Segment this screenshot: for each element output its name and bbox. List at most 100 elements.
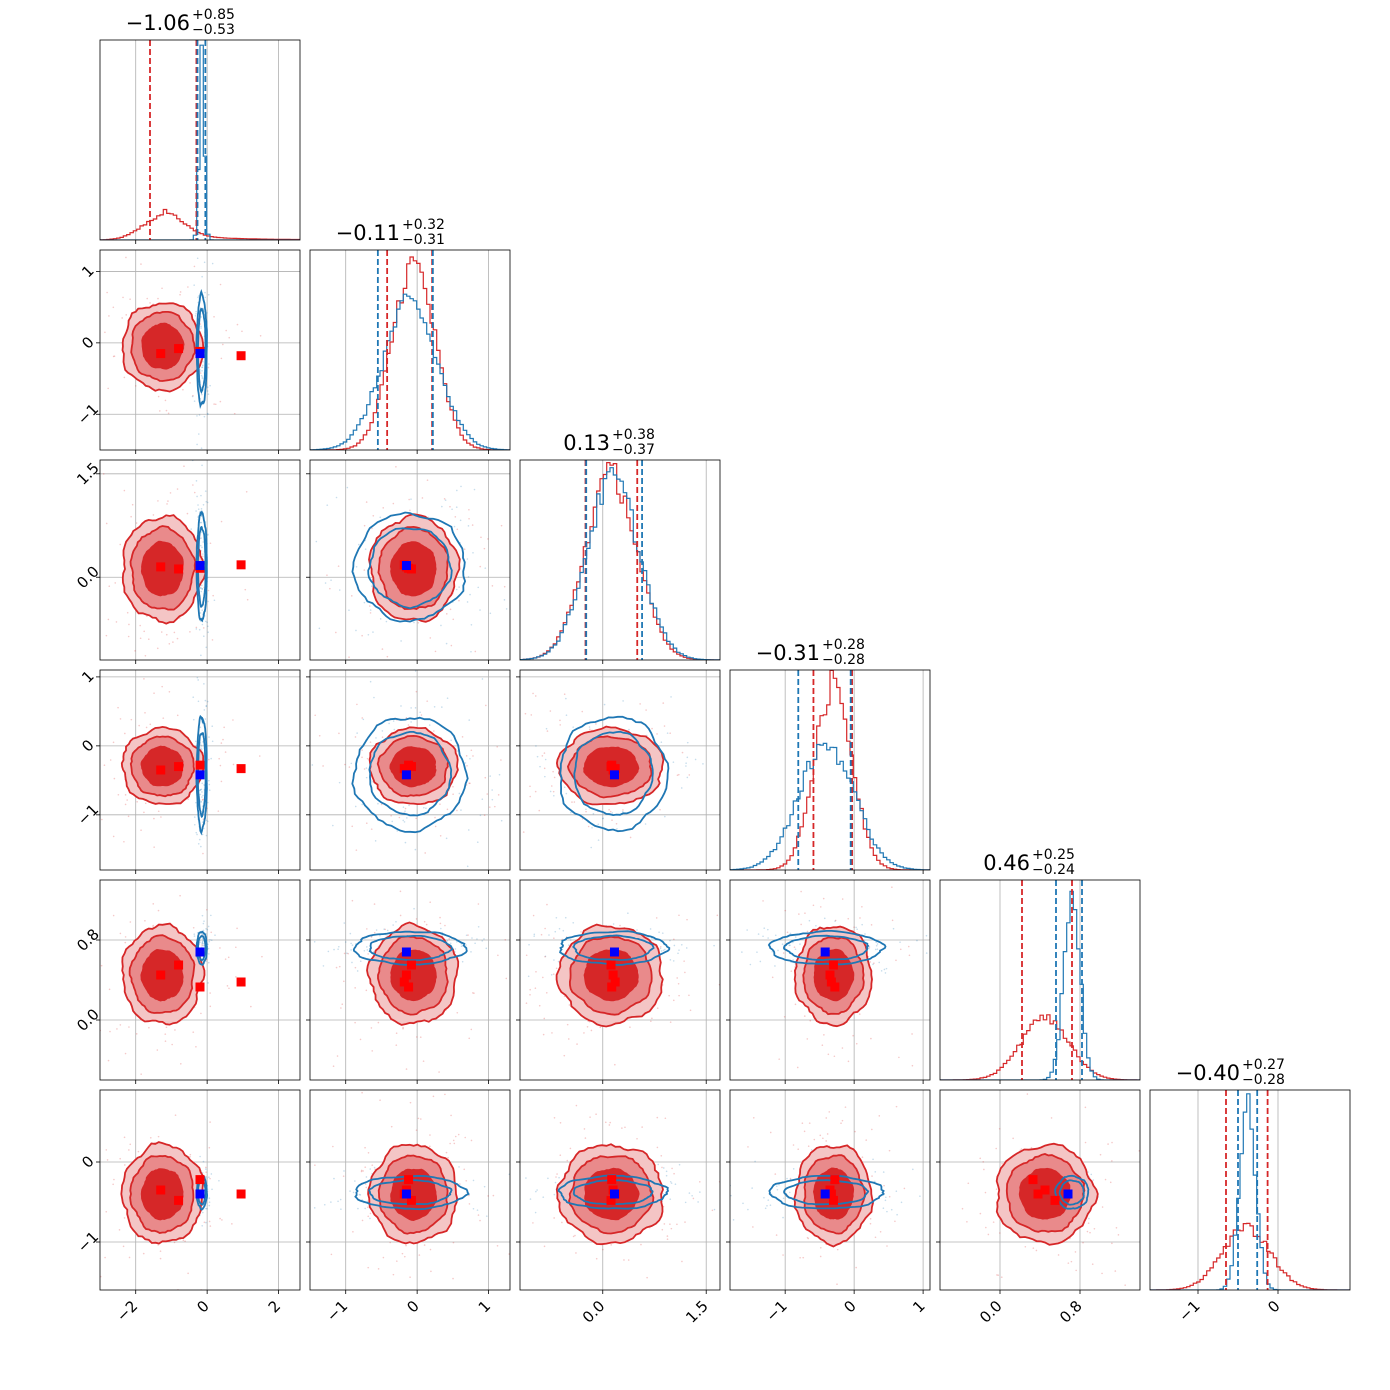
scatter-point xyxy=(429,1145,431,1148)
scatter-point xyxy=(477,586,480,589)
scatter-point xyxy=(419,1036,422,1038)
scatter-point xyxy=(209,542,212,545)
scatter-point xyxy=(391,820,394,823)
scatter-point xyxy=(474,942,476,945)
scatter-point xyxy=(553,776,556,779)
scatter-point xyxy=(201,833,204,836)
scatter-point xyxy=(348,609,350,611)
x-tick-label: −1 xyxy=(1175,1297,1203,1325)
scatter-point xyxy=(611,819,613,821)
scatter-point xyxy=(348,766,351,768)
y-tick-label: 1 xyxy=(78,667,97,686)
scatter-point xyxy=(196,415,198,417)
scatter-point xyxy=(201,369,203,372)
scatter-point xyxy=(395,920,397,923)
x-tick-label: 0 xyxy=(193,1297,212,1316)
scatter-point xyxy=(124,732,126,735)
scatter-point xyxy=(485,947,488,950)
scatter-point xyxy=(563,786,566,789)
scatter-point xyxy=(731,677,733,679)
scatter-point xyxy=(200,327,202,329)
scatter-point xyxy=(472,1179,475,1182)
scatter-point xyxy=(847,1060,850,1063)
blue-contour-outer xyxy=(354,1174,470,1211)
scatter-point xyxy=(720,940,722,942)
scatter-point xyxy=(677,982,680,985)
scatter-point xyxy=(200,584,203,587)
scatter-point xyxy=(122,1245,125,1248)
scatter-point xyxy=(684,1221,686,1223)
red-truth-marker xyxy=(830,982,840,992)
scatter-point xyxy=(329,587,331,590)
scatter-point xyxy=(201,377,204,380)
scatter-point xyxy=(456,528,459,531)
scatter-point xyxy=(713,944,715,947)
scatter-point xyxy=(199,587,202,589)
scatter-point xyxy=(364,1146,366,1149)
scatter-point xyxy=(892,927,895,930)
scatter-point xyxy=(220,780,223,783)
scatter-point xyxy=(429,1134,431,1136)
scatter-point xyxy=(338,732,340,735)
scatter-point xyxy=(390,1125,393,1128)
scatter-point xyxy=(198,660,200,662)
scatter-point xyxy=(396,1260,398,1262)
scatter-point xyxy=(203,784,205,786)
scatter-point xyxy=(531,727,533,729)
scatter-point xyxy=(533,933,536,936)
scatter-point xyxy=(628,728,630,731)
scatter-point xyxy=(827,1053,830,1056)
scatter-point xyxy=(1124,1284,1126,1286)
scatter-point xyxy=(498,773,501,776)
scatter-point xyxy=(193,816,196,818)
scatter-point xyxy=(389,1241,392,1244)
scatter-point xyxy=(663,1223,666,1225)
scatter-point xyxy=(179,894,181,897)
scatter-point xyxy=(332,824,334,827)
scatter-point xyxy=(369,612,372,614)
scatter-point xyxy=(203,666,205,668)
scatter-point xyxy=(444,499,447,501)
red-truth-marker xyxy=(236,1189,246,1199)
scatter-point xyxy=(1082,1241,1084,1244)
scatter-point xyxy=(907,945,910,948)
scatter-point xyxy=(484,776,487,779)
scatter-point xyxy=(107,618,110,621)
scatter-point xyxy=(468,719,471,721)
scatter-point xyxy=(669,1021,672,1023)
scatter-point xyxy=(732,1219,735,1221)
scatter-point xyxy=(399,914,402,917)
scatter-point xyxy=(423,920,426,923)
scatter-point xyxy=(379,516,382,519)
scatter-point xyxy=(202,944,204,947)
scatter-point xyxy=(365,1176,368,1178)
scatter-point xyxy=(383,928,385,930)
scatter-point xyxy=(788,944,791,947)
scatter-point xyxy=(201,944,203,946)
scatter-point xyxy=(592,812,595,815)
scatter-point xyxy=(678,773,680,776)
scatter-point xyxy=(885,967,888,970)
scatter-point xyxy=(195,480,198,482)
scatter-point xyxy=(208,1197,211,1199)
scatter-point xyxy=(414,848,417,851)
scatter-point xyxy=(855,1042,858,1045)
scatter-point xyxy=(159,1257,162,1260)
scatter-point xyxy=(662,949,665,952)
scatter-point xyxy=(113,1178,115,1181)
panel-frame xyxy=(729,879,931,1081)
panel-frame xyxy=(939,879,1141,1081)
blue-truth-marker xyxy=(1063,1189,1073,1199)
scatter-point xyxy=(548,934,550,936)
scatter-point xyxy=(201,366,203,369)
scatter-point xyxy=(639,703,641,705)
scatter-point xyxy=(588,726,591,728)
scatter-point xyxy=(375,737,377,739)
x-tick-label: −2 xyxy=(113,1297,141,1325)
scatter-point xyxy=(441,706,443,708)
scatter-point xyxy=(430,1270,432,1273)
scatter-point xyxy=(672,960,675,962)
scatter-point xyxy=(172,641,174,643)
scatter-point xyxy=(730,1194,732,1197)
scatter-point xyxy=(198,414,201,416)
